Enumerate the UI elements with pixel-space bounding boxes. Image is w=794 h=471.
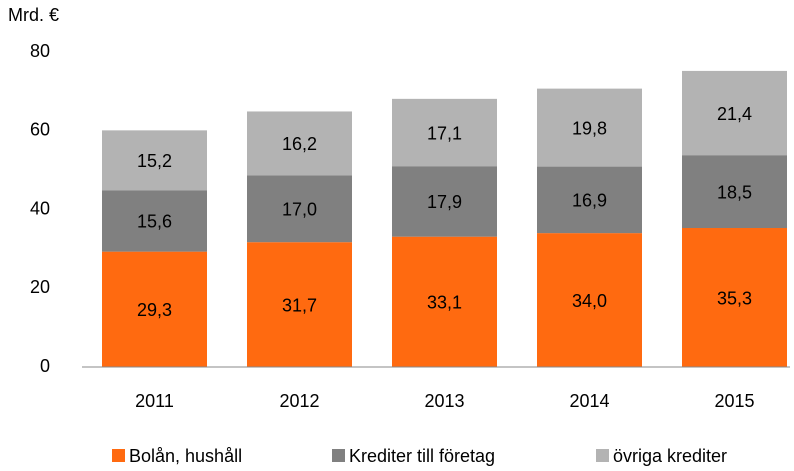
bar-segment [682,70,787,156]
legend-swatch [596,449,609,462]
y-tick-label: 40 [30,198,50,218]
data-label: 16,9 [572,191,607,211]
y-tick-label: 60 [30,120,50,140]
data-label: 31,7 [282,295,317,315]
y-tick-label: 0 [40,356,50,376]
x-tick-label: 2014 [569,391,609,411]
y-tick-label: 80 [30,41,50,61]
data-label: 17,0 [282,199,317,219]
legend-swatch [112,449,125,462]
data-label: 15,2 [137,151,172,171]
bar-segment [537,166,642,234]
legend-label: Krediter till företag [349,446,495,466]
data-label: 16,2 [282,134,317,154]
bar-segment [102,190,207,252]
data-label: 29,3 [137,300,172,320]
y-tick-label: 20 [30,277,50,297]
bar-segment [537,88,642,167]
data-label: 18,5 [717,182,752,202]
data-label: 35,3 [717,288,752,308]
bar-segment [247,175,352,243]
x-tick-label: 2013 [424,391,464,411]
data-label: 17,1 [427,123,462,143]
bar-segment [682,228,787,367]
bar-segment [537,233,642,367]
data-label: 19,8 [572,118,607,138]
x-tick-label: 2011 [135,391,174,411]
data-label: 21,4 [717,104,752,124]
bar-segment [247,242,352,367]
bar-segment [682,155,787,229]
data-label: 33,1 [427,293,462,313]
y-axis-label: Mrd. € [8,5,59,25]
x-tick-label: 2012 [279,391,319,411]
bar-segment [102,130,207,191]
data-label: 17,9 [427,192,462,212]
x-tick-label: 2015 [714,391,754,411]
legend-label: Bolån, hushåll [129,446,242,466]
data-label: 34,0 [572,291,607,311]
bar-segment [247,111,352,176]
bar-segment [392,98,497,167]
bar-segment [392,166,497,237]
data-label: 15,6 [137,212,172,232]
bar-segment [392,236,497,367]
legend-label: övriga krediter [613,446,727,466]
legend-swatch [332,449,345,462]
bar-segment [102,251,207,367]
